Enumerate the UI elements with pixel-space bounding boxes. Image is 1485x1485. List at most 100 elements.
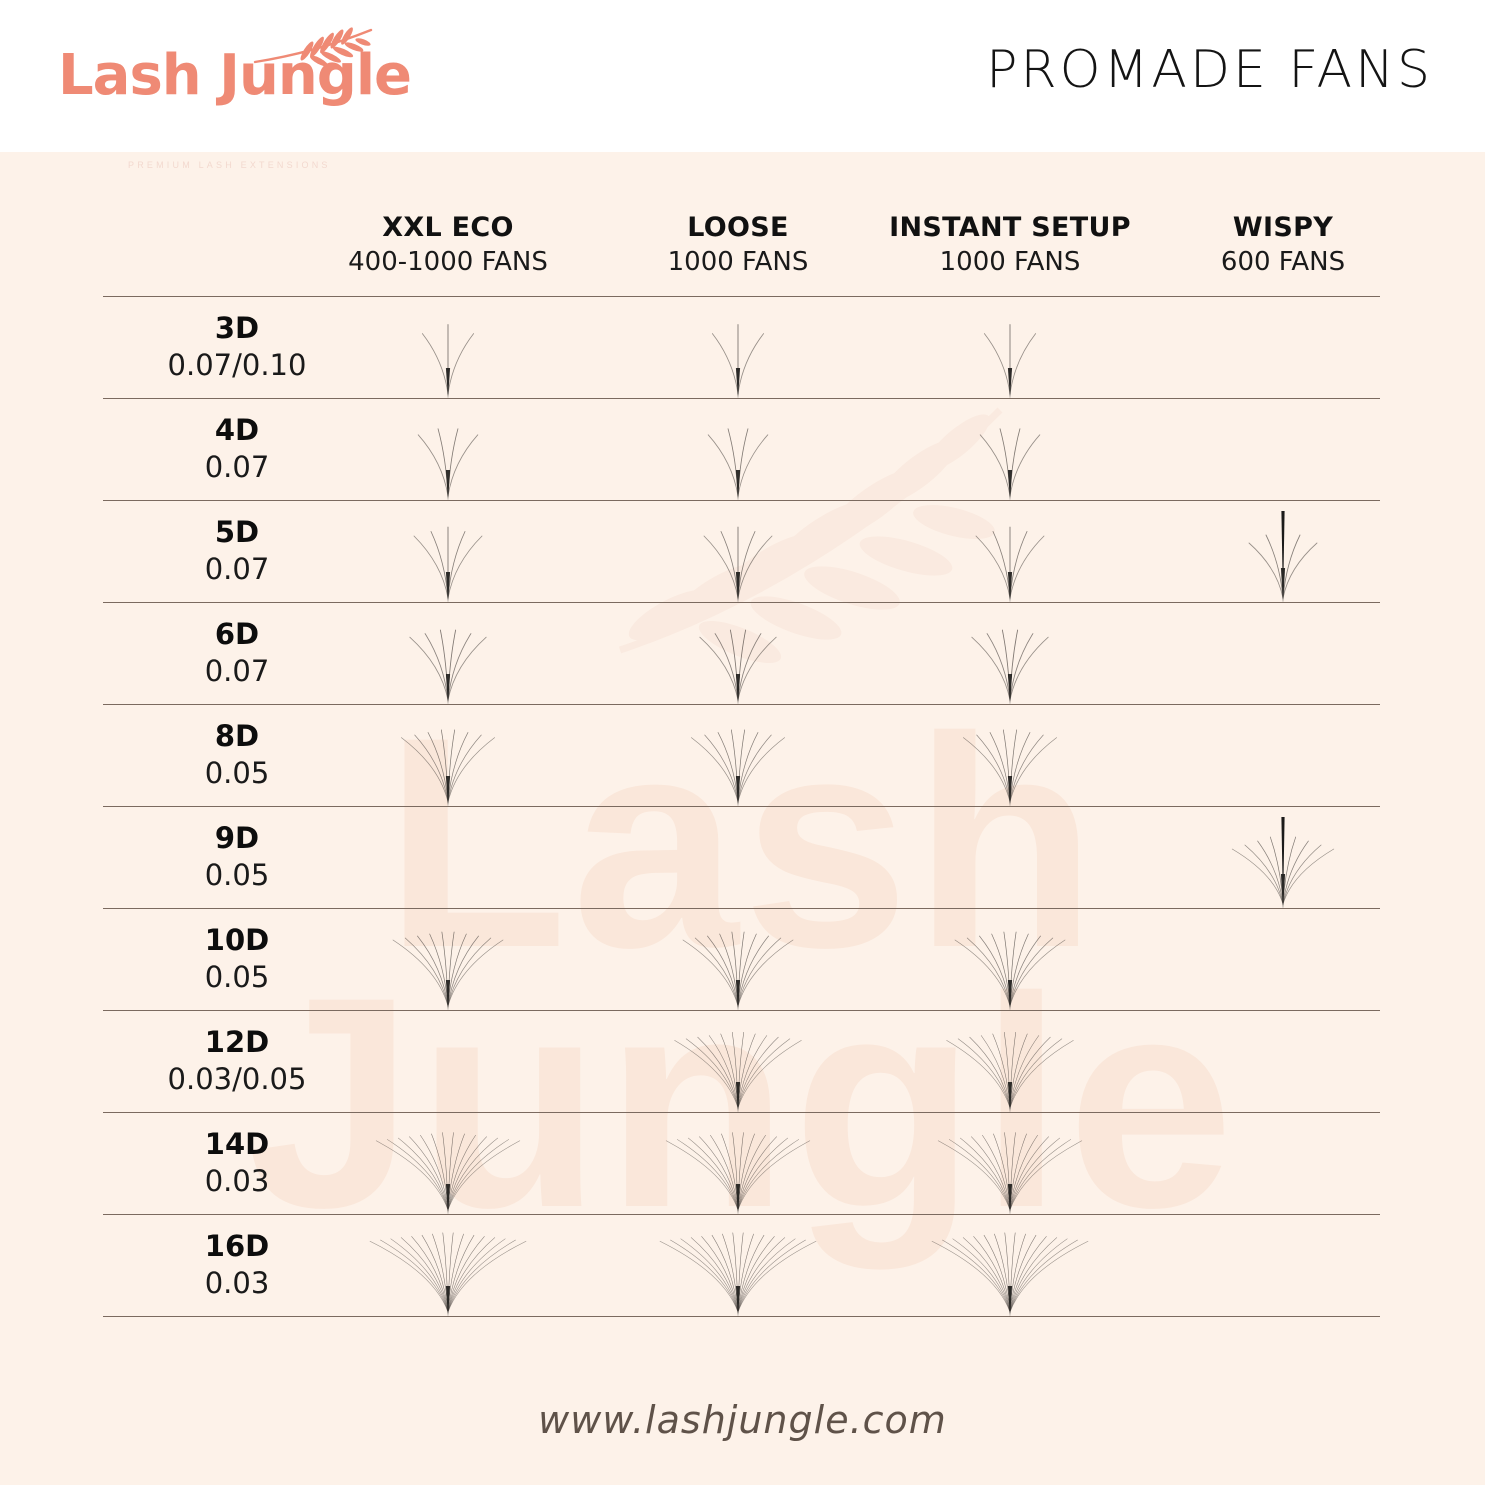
lash-fan-icon (392, 931, 504, 1011)
row-label-thickness: 0.05 (204, 959, 270, 994)
row-label-thickness: 0.03 (204, 1265, 270, 1300)
fan-cell-8d-instant-setup (915, 705, 1105, 807)
row-label-volume: 9D (214, 821, 260, 856)
fan-cell-16d-loose (643, 1215, 833, 1317)
table-row: 9D 0.05 (103, 806, 1380, 909)
page-footer: www.lashjungle.com (0, 1398, 1485, 1442)
column-header-1: XXL ECO 400-1000 FANS (348, 212, 548, 278)
row-label: 6D 0.07 (103, 603, 371, 704)
table-row: 4D 0.07 (103, 398, 1380, 501)
column-header-name: XXL ECO (382, 212, 514, 243)
row-label: 16D 0.03 (103, 1215, 371, 1316)
fan-cell-5d-instant-setup (915, 501, 1105, 603)
fan-cell-5d-wispy (1188, 501, 1378, 603)
row-label-volume: 3D (214, 311, 260, 346)
lash-fan-icon (413, 526, 483, 603)
row-label: 14D 0.03 (103, 1113, 371, 1214)
table-row: 5D 0.07 (103, 500, 1380, 603)
lash-fan-icon (937, 1132, 1083, 1215)
column-header-name: INSTANT SETUP (889, 212, 1131, 243)
lash-fan-icon (665, 1132, 811, 1215)
row-label-thickness: 0.07 (204, 551, 270, 586)
lash-fan-icon (699, 629, 777, 705)
row-label-thickness: 0.07 (204, 653, 270, 688)
brand-logo[interactable]: Lash Jungle PREMIUM LAS (58, 27, 412, 170)
lash-fan-icon (401, 729, 495, 807)
row-label: 12D 0.03/0.05 (103, 1011, 371, 1112)
row-label-volume: 10D (204, 923, 270, 958)
website-url[interactable]: www.lashjungle.com (538, 1398, 947, 1442)
fan-cell-3d-instant-setup (915, 297, 1105, 399)
fan-cell-14d-instant-setup (915, 1113, 1105, 1215)
table-row: 8D 0.05 (103, 704, 1380, 807)
column-header-count: 400-1000 FANS (348, 247, 548, 278)
brand-tagline: PREMIUM LASH EXTENSIONS (128, 160, 331, 170)
table-column-headers: XXL ECO 400-1000 FANS LOOSE 1000 FANS INSTAN… (103, 196, 1380, 296)
lash-fan-icon (711, 324, 765, 399)
fan-cell-12d-loose (643, 1011, 833, 1113)
row-label-thickness: 0.07 (204, 449, 270, 484)
row-label: 4D 0.07 (103, 399, 371, 500)
leaf-branch-icon (253, 27, 373, 67)
row-label-thickness: 0.07/0.10 (167, 347, 307, 382)
fan-cell-6d-loose (643, 603, 833, 705)
lash-fan-icon (1248, 511, 1318, 603)
lash-fan-icon (369, 1232, 527, 1317)
page-header: Lash Jungle PREMIUM LAS (0, 0, 1485, 170)
lash-fan-icon (707, 428, 769, 501)
row-label-thickness: 0.05 (204, 857, 270, 892)
table-row: 16D 0.03 (103, 1214, 1380, 1317)
fan-cell-10d-xxl-eco (353, 909, 543, 1011)
row-label-thickness: 0.03 (204, 1163, 270, 1198)
fan-cell-5d-xxl-eco (353, 501, 543, 603)
row-label-volume: 16D (204, 1229, 270, 1264)
page-title: PROMADE FANS (986, 40, 1433, 100)
fan-cell-14d-xxl-eco (353, 1113, 543, 1215)
fan-cell-3d-loose (643, 297, 833, 399)
column-header-count: 1000 FANS (939, 247, 1081, 278)
fan-cell-10d-instant-setup (915, 909, 1105, 1011)
fan-cell-10d-loose (643, 909, 833, 1011)
fan-cell-4d-xxl-eco (353, 399, 543, 501)
lash-fan-icon (975, 526, 1045, 603)
column-header-3: INSTANT SETUP 1000 FANS (889, 212, 1131, 278)
lash-fan-icon (703, 526, 773, 603)
column-header-4: WISPY 600 FANS (1221, 212, 1345, 278)
fan-cell-6d-xxl-eco (353, 603, 543, 705)
row-label-volume: 8D (214, 719, 260, 754)
row-label-volume: 4D (214, 413, 260, 448)
lash-fan-icon (409, 629, 487, 705)
column-header-name: LOOSE (687, 212, 789, 243)
fan-cell-3d-xxl-eco (353, 297, 543, 399)
row-label-volume: 5D (214, 515, 260, 550)
fan-cell-4d-loose (643, 399, 833, 501)
column-header-count: 600 FANS (1220, 247, 1346, 278)
lash-fan-icon (421, 324, 475, 399)
lash-fan-icon (946, 1031, 1074, 1113)
lash-fan-icon (417, 428, 479, 501)
row-label-thickness: 0.05 (204, 755, 270, 790)
fan-cell-16d-instant-setup (915, 1215, 1105, 1317)
brand-logo-text: Lash Jungle (58, 43, 412, 108)
table-row: 12D 0.03/0.05 (103, 1010, 1380, 1113)
row-label-volume: 6D (214, 617, 260, 652)
fan-cell-12d-instant-setup (915, 1011, 1105, 1113)
lash-fan-icon (659, 1232, 817, 1317)
fan-cell-8d-loose (643, 705, 833, 807)
fans-table: XXL ECO 400-1000 FANS LOOSE 1000 FANS INSTAN… (103, 196, 1380, 1317)
table-rows: 3D 0.07/0.10 4D 0.07 5D 0.07 6D 0.07 8D 0.05 9D 0.0… (103, 296, 1380, 1317)
lash-fan-icon (983, 324, 1037, 399)
column-header-count: 1000 FANS (667, 247, 809, 278)
row-label-thickness: 0.03/0.05 (167, 1061, 307, 1096)
lash-fan-icon (963, 729, 1057, 807)
lash-fan-icon (979, 428, 1041, 501)
fan-cell-5d-loose (643, 501, 833, 603)
row-label: 8D 0.05 (103, 705, 371, 806)
row-label: 9D 0.05 (103, 807, 371, 908)
fan-cell-9d-wispy (1188, 807, 1378, 909)
table-row: 6D 0.07 (103, 602, 1380, 705)
column-header-name: WISPY (1232, 212, 1334, 243)
lash-fan-icon (375, 1132, 521, 1215)
lash-fan-icon (691, 729, 785, 807)
